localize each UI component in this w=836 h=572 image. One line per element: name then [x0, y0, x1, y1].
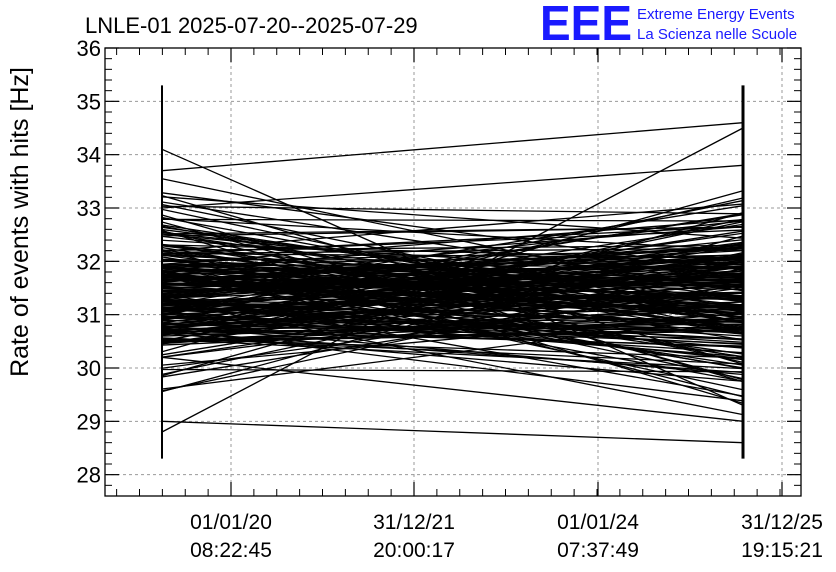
data-line — [161, 225, 744, 255]
y-tick-label: 36 — [77, 36, 101, 61]
x-tick-date: 01/01/20 — [190, 511, 272, 534]
y-tick-label: 33 — [77, 196, 101, 221]
data-line — [161, 308, 744, 334]
data-line — [161, 218, 744, 251]
x-tick-time: 20:00:17 — [373, 539, 455, 562]
data-line — [161, 325, 744, 376]
logo-line1: Extreme Energy Events — [637, 6, 795, 23]
data-line — [161, 164, 744, 209]
data-line — [161, 318, 744, 343]
y-axis-label: Rate of events with hits [Hz] — [6, 67, 34, 377]
data-line — [161, 122, 744, 172]
data-line — [161, 205, 744, 215]
data-line — [161, 299, 744, 337]
x-tick-time: 07:37:49 — [557, 539, 639, 562]
data-line — [161, 264, 744, 336]
logo-line2: La Scienza nelle Scuole — [637, 26, 797, 43]
x-tick-date: 31/12/21 — [373, 511, 455, 534]
data-line — [161, 223, 744, 312]
data-line — [161, 255, 744, 298]
data-line — [161, 246, 744, 341]
data-line — [161, 272, 744, 320]
data-line — [161, 267, 744, 282]
data-line — [161, 328, 744, 342]
data-line — [161, 317, 744, 332]
data-line — [161, 337, 744, 365]
data-line — [161, 368, 744, 373]
x-tick-time: 08:22:45 — [190, 539, 272, 562]
data-line — [161, 263, 744, 307]
logo-mark: EEE — [540, 0, 632, 51]
y-tick-label: 30 — [77, 356, 101, 381]
x-tick-labels: 01/01/20 08:22:45 31/12/21 20:00:17 01/01/24… — [190, 511, 823, 562]
data-line — [161, 259, 744, 286]
data-line — [161, 356, 744, 422]
x-tick-date: 31/12/25 — [741, 511, 823, 534]
data-line — [161, 231, 744, 298]
data-line — [161, 296, 744, 332]
data-line — [161, 275, 744, 298]
data-line — [161, 252, 744, 259]
y-tick-label: 32 — [77, 249, 101, 274]
y-tick-labels: 28 29 30 31 32 33 34 35 36 — [77, 36, 101, 488]
data-line — [161, 218, 744, 343]
data-line — [161, 212, 744, 311]
y-tick-label: 35 — [77, 89, 101, 114]
data-lines — [161, 85, 745, 459]
y-tick-label: 34 — [77, 143, 101, 168]
data-line — [161, 337, 744, 359]
data-line — [161, 311, 744, 358]
data-line — [161, 230, 744, 364]
y-tick-label: 29 — [77, 409, 101, 434]
data-line — [161, 249, 744, 398]
x-tick-time: 19:15:21 — [741, 539, 823, 562]
axis-ticks — [105, 47, 801, 497]
data-line — [161, 228, 744, 302]
chart-title: LNLE-01 2025-07-20--2025-07-29 — [85, 13, 418, 38]
data-line — [161, 420, 744, 444]
eee-logo: EEE Extreme Energy Events La Scienza nel… — [540, 0, 797, 51]
y-tick-label: 28 — [77, 463, 101, 488]
x-tick-date: 01/01/24 — [557, 511, 639, 534]
y-tick-label: 31 — [77, 303, 101, 328]
data-line — [161, 226, 744, 235]
data-line — [161, 300, 744, 326]
